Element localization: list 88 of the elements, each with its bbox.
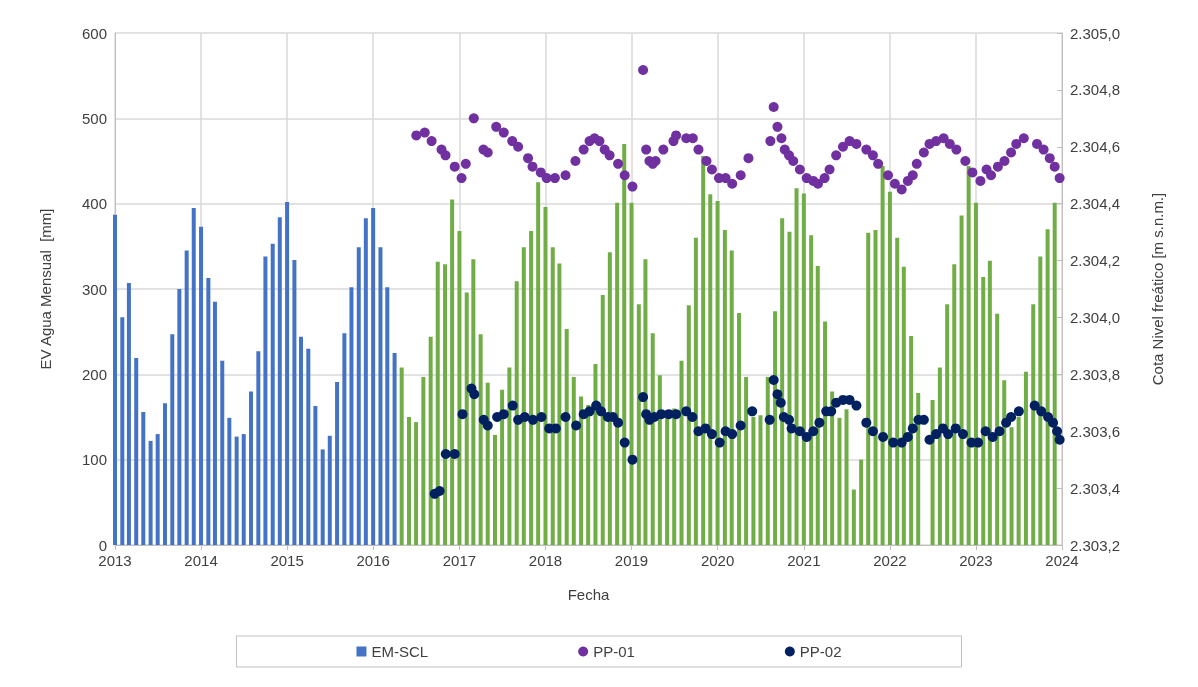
x-tick-label: 2023	[959, 552, 993, 569]
bar	[385, 287, 390, 545]
bar	[120, 317, 125, 545]
x-axis-title: Fecha	[567, 586, 610, 603]
y2-tick-label: 2.304,0	[1070, 308, 1121, 326]
bar	[837, 417, 842, 545]
bar	[859, 459, 864, 545]
bar	[342, 333, 347, 545]
y2-tick-label: 2.305,0	[1070, 24, 1121, 42]
bar	[199, 226, 204, 545]
legend-label: PP-02	[799, 643, 842, 660]
bar	[335, 382, 340, 545]
x-tick-label: 2021	[787, 552, 821, 569]
bar	[744, 376, 749, 545]
legend-label: PP-01	[593, 643, 635, 660]
bar	[270, 243, 275, 545]
bar	[406, 417, 411, 545]
x-tick-label: 2020	[700, 552, 735, 569]
y2-tick-label: 2.303,6	[1070, 422, 1121, 440]
y2-axis-title: Cota Nivel freático [m s.n.m.]	[1149, 192, 1166, 386]
bar	[170, 334, 175, 545]
bar	[421, 376, 426, 545]
y-tick-label: 0	[98, 536, 107, 554]
y2-tick-label: 2.303,2	[1070, 536, 1121, 554]
bar	[349, 287, 354, 545]
legend-label: EM-SCL	[371, 643, 429, 660]
y2-tick-label: 2.303,4	[1070, 479, 1121, 497]
bar	[378, 247, 383, 545]
bar	[313, 405, 318, 545]
x-tick-label: 2018	[528, 552, 563, 569]
bar	[356, 247, 361, 545]
bar	[1023, 371, 1028, 545]
bar	[155, 434, 160, 545]
y2-tick-label: 2.303,8	[1070, 365, 1121, 383]
bar	[212, 301, 217, 545]
bar	[414, 422, 419, 545]
y-tick-label: 600	[81, 24, 107, 42]
bar	[851, 489, 856, 545]
y-axis-title: EV Agua Mensual [mm]	[37, 208, 54, 370]
x-tick-label: 2013	[98, 552, 132, 569]
bar	[493, 434, 498, 545]
bar	[292, 259, 297, 545]
y-tick-label: 200	[81, 365, 107, 383]
bar	[285, 201, 290, 545]
bar	[134, 358, 139, 545]
bar	[206, 277, 211, 545]
y2-tick-label: 2.304,2	[1070, 252, 1121, 270]
bar	[320, 449, 325, 545]
bar	[363, 218, 368, 545]
x-tick-label: 2015	[270, 552, 304, 569]
x-tick-label: 2016	[356, 552, 390, 569]
bar	[241, 434, 246, 545]
bar	[191, 207, 196, 545]
y2-tick-label: 2.304,6	[1070, 138, 1121, 156]
y-tick-label: 100	[81, 451, 107, 469]
bar	[141, 411, 146, 545]
bar	[277, 217, 282, 545]
bar	[227, 417, 232, 545]
x-tick-label: 2019	[614, 552, 649, 569]
bar	[148, 440, 153, 545]
bar	[399, 367, 404, 545]
bar	[371, 207, 376, 545]
bar	[299, 336, 304, 545]
bar	[177, 289, 182, 545]
x-tick-label: 2024	[1045, 552, 1079, 569]
bar	[220, 360, 225, 545]
bar	[306, 348, 311, 545]
bar	[113, 214, 117, 545]
bar	[234, 436, 239, 545]
bar	[823, 321, 828, 545]
bar	[256, 351, 261, 545]
bar	[126, 283, 131, 545]
bar	[263, 256, 268, 545]
y-tick-label: 300	[81, 280, 107, 298]
bar	[844, 409, 849, 545]
x-tick-label: 2014	[184, 552, 218, 569]
bar	[184, 250, 189, 545]
x-tick-label: 2017	[442, 552, 477, 569]
y2-tick-label: 2.304,4	[1070, 195, 1121, 213]
y-tick-label: 400	[81, 195, 107, 213]
y-tick-label: 500	[81, 109, 107, 127]
bar	[327, 435, 332, 545]
bar	[758, 415, 763, 545]
x-tick-label: 2022	[873, 552, 907, 569]
bar	[162, 403, 167, 545]
bar	[249, 391, 254, 545]
bar	[392, 353, 397, 545]
y2-tick-label: 2.304,8	[1070, 81, 1121, 99]
